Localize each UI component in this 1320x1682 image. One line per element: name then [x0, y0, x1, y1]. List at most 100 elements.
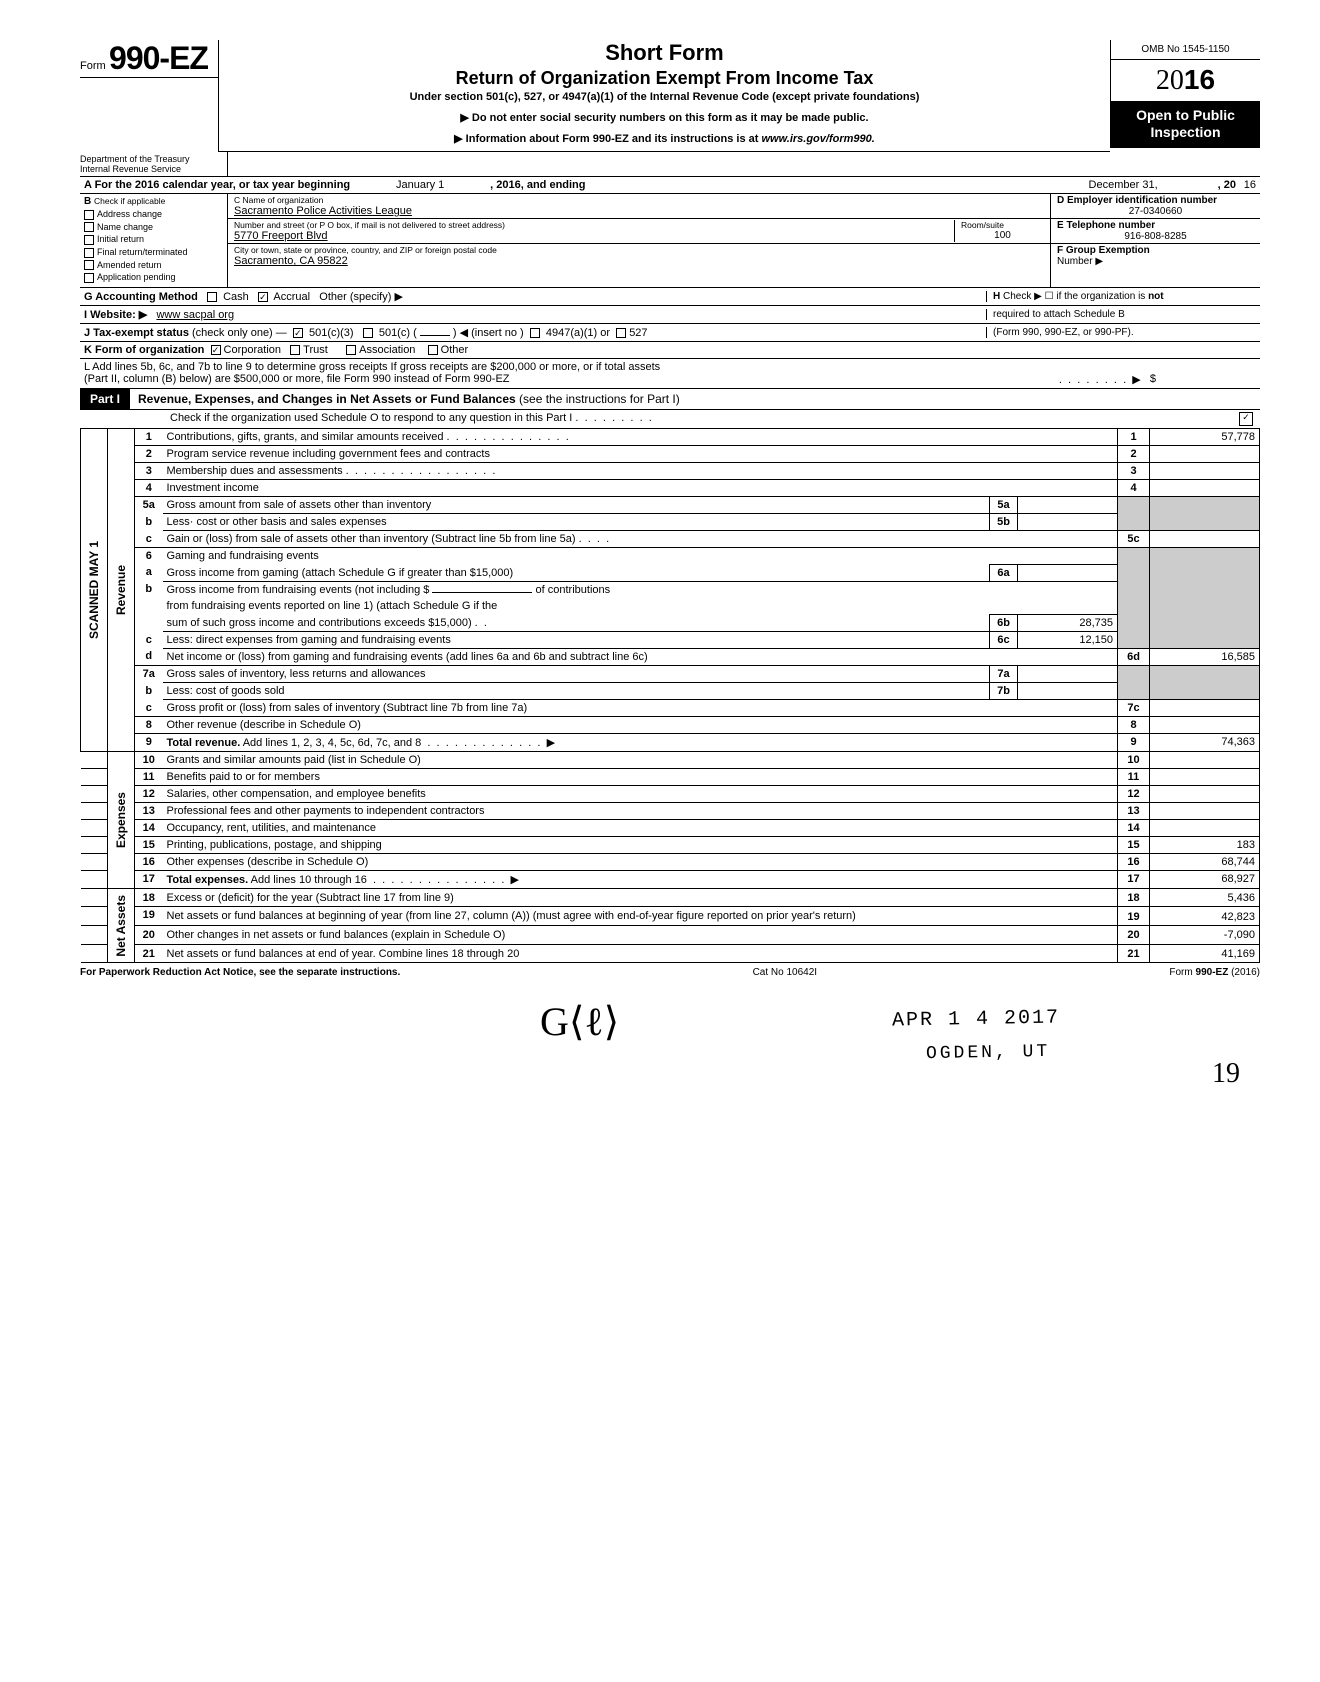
- b-left: B Check if applicable Address change Nam…: [80, 194, 228, 287]
- initials: G⟨ℓ⟩: [540, 998, 619, 1045]
- j-o2b: ) ◀ (insert no ): [453, 327, 524, 339]
- row-11: 11Benefits paid to or for members11: [81, 768, 1260, 785]
- k-corp-check[interactable]: ✓: [211, 345, 221, 355]
- l-line2: (Part II, column (B) below) are $500,000…: [84, 373, 510, 386]
- g-cash: Cash: [223, 291, 249, 303]
- year: 2016: [1111, 60, 1260, 101]
- title-under: Under section 501(c), 527, or 4947(a)(1)…: [227, 91, 1102, 103]
- side-revenue: Revenue: [112, 561, 130, 619]
- j-o3: 4947(a)(1) or: [546, 327, 610, 339]
- title-box: Short Form Return of Organization Exempt…: [218, 40, 1110, 152]
- k-o3: Association: [359, 344, 415, 356]
- h-text3: required to attach Schedule B: [993, 309, 1125, 320]
- b-check-2[interactable]: Initial return: [84, 234, 227, 245]
- b-mid: C Name of organization Sacramento Police…: [228, 194, 1050, 287]
- b-check-0[interactable]: Address change: [84, 209, 227, 220]
- row-6a: a Gross income from gaming (attach Sched…: [81, 564, 1260, 581]
- side-netassets: Net Assets: [112, 891, 130, 961]
- g-row: G Accounting Method Cash ✓ Accrual Other…: [80, 288, 1260, 306]
- j-label: J Tax-exempt status: [84, 327, 189, 339]
- omb: OMB No 1545-1150: [1111, 40, 1260, 60]
- title-nossn: Do not enter social security numbers on …: [227, 111, 1102, 124]
- dept1: Department of the Treasury: [80, 154, 223, 164]
- c-label: C Name of organization: [234, 195, 1044, 205]
- b-check-1[interactable]: Name change: [84, 222, 227, 233]
- j-501c-check[interactable]: [363, 328, 373, 338]
- line-a-begin: January 1: [350, 179, 490, 191]
- part1-title-row: Revenue, Expenses, and Changes in Net As…: [130, 392, 1260, 406]
- row-7c: c Gross profit or (loss) from sales of i…: [81, 699, 1260, 716]
- stamp-hand: 19: [1212, 1058, 1240, 1090]
- b-right: D Employer identification number 27-0340…: [1050, 194, 1260, 287]
- r1-a: 57,778: [1150, 429, 1260, 446]
- open-public: Open to Public Inspection: [1111, 101, 1260, 147]
- j-o2: 501(c) (: [379, 327, 417, 339]
- row-5c: c Gain or (loss) from sale of assets oth…: [81, 530, 1260, 547]
- row-10: Expenses 10 Grants and similar amounts p…: [81, 751, 1260, 768]
- j-row: J Tax-exempt status (check only one) — ✓…: [80, 324, 1260, 342]
- row-6c: c Less: direct expenses from gaming and …: [81, 631, 1260, 648]
- k-assoc-check[interactable]: [346, 345, 356, 355]
- k-o4: Other: [441, 344, 469, 356]
- title-info-row: ▶ Information about Form 990-EZ and its …: [227, 132, 1102, 145]
- scho-row: Check if the organization used Schedule …: [80, 410, 1260, 429]
- c-street-label: Number and street (or P O box, if mail i…: [234, 220, 954, 230]
- right-box: OMB No 1545-1150 2016 Open to Public Ins…: [1110, 40, 1260, 148]
- row-6: 6 Gaming and fundraising events: [81, 547, 1260, 564]
- line-a-mid: , 2016, and ending: [490, 179, 585, 191]
- line-a-label: A For the 2016 calendar year, or tax yea…: [84, 179, 350, 191]
- f-label: F Group Exemption: [1057, 245, 1150, 256]
- scho-check[interactable]: ✓: [1239, 412, 1253, 426]
- main-table: SCANNED MAY 1 Revenue 1 Contributions, g…: [80, 429, 1260, 964]
- i-row: I Website: ▶ www sacpal org required to …: [80, 306, 1260, 324]
- form-header: Form 990-EZ Short Form Return of Organiz…: [80, 40, 1260, 152]
- row-13: 13Professional fees and other payments t…: [81, 802, 1260, 819]
- row-5b: b Less· cost or other basis and sales ex…: [81, 513, 1260, 530]
- footer-row: For Paperwork Reduction Act Notice, see …: [80, 967, 1260, 978]
- row-6b-3: sum of such gross income and contributio…: [81, 614, 1260, 631]
- j-501c3-check[interactable]: ✓: [293, 328, 303, 338]
- g-cash-check[interactable]: [207, 292, 217, 302]
- j-4947-check[interactable]: [530, 328, 540, 338]
- row-21: 21Net assets or fund balances at end of …: [81, 944, 1260, 963]
- row-12: 12Salaries, other compensation, and empl…: [81, 785, 1260, 802]
- title-sub: Return of Organization Exempt From Incom…: [227, 68, 1102, 89]
- b-check-5[interactable]: Application pending: [84, 272, 227, 283]
- dept-mid: [228, 152, 1260, 176]
- f-label2: Number ▶: [1057, 256, 1103, 267]
- j-sub: (check only one) —: [192, 327, 287, 339]
- j-o4: 527: [629, 327, 647, 339]
- e-val: 916-808-8285: [1057, 231, 1254, 242]
- h-label: H: [993, 291, 1000, 302]
- b-check-4[interactable]: Amended return: [84, 260, 227, 271]
- line-a-end: December 31,: [1089, 179, 1158, 191]
- h-text: Check ▶ ☐ if the organization is: [1003, 291, 1145, 302]
- dept2: Internal Revenue Service: [80, 164, 223, 174]
- dept-row: Department of the Treasury Internal Reve…: [80, 152, 1260, 177]
- footer-right: Form: [1169, 967, 1192, 978]
- row-6b-2: from fundraising events reported on line…: [81, 598, 1260, 615]
- j-o1: 501(c)(3): [309, 327, 354, 339]
- l-line1: L Add lines 5b, 6c, and 7b to line 9 to …: [84, 361, 1256, 373]
- row-8: 8 Other revenue (describe in Schedule O)…: [81, 716, 1260, 733]
- dept-left: Department of the Treasury Internal Reve…: [80, 152, 228, 176]
- b-check-3[interactable]: Final return/terminated: [84, 247, 227, 258]
- j-527-check[interactable]: [616, 328, 626, 338]
- title-main: Short Form: [227, 40, 1102, 66]
- title-info-url: www.irs.gov/form990.: [762, 133, 875, 145]
- g-other: Other (specify) ▶: [319, 291, 403, 303]
- line-a-end3: 16: [1236, 179, 1256, 191]
- stamp-date: APR 1 4 2017: [892, 1007, 1060, 1033]
- footer-left: For Paperwork Reduction Act Notice, see …: [80, 967, 400, 978]
- row-3: 3 Membership dues and assessments . . . …: [81, 462, 1260, 479]
- line-a: A For the 2016 calendar year, or tax yea…: [80, 177, 1260, 194]
- k-other-check[interactable]: [428, 345, 438, 355]
- row-14: 14Occupancy, rent, utilities, and mainte…: [81, 819, 1260, 836]
- h-text2: not: [1148, 291, 1164, 302]
- g-accrual: Accrual: [273, 291, 310, 303]
- k-trust-check[interactable]: [290, 345, 300, 355]
- d-val: 27-0340660: [1057, 206, 1254, 217]
- r1-n: 1: [135, 429, 163, 446]
- c-city-label: City or town, state or province, country…: [234, 245, 1044, 255]
- g-accrual-check[interactable]: ✓: [258, 292, 268, 302]
